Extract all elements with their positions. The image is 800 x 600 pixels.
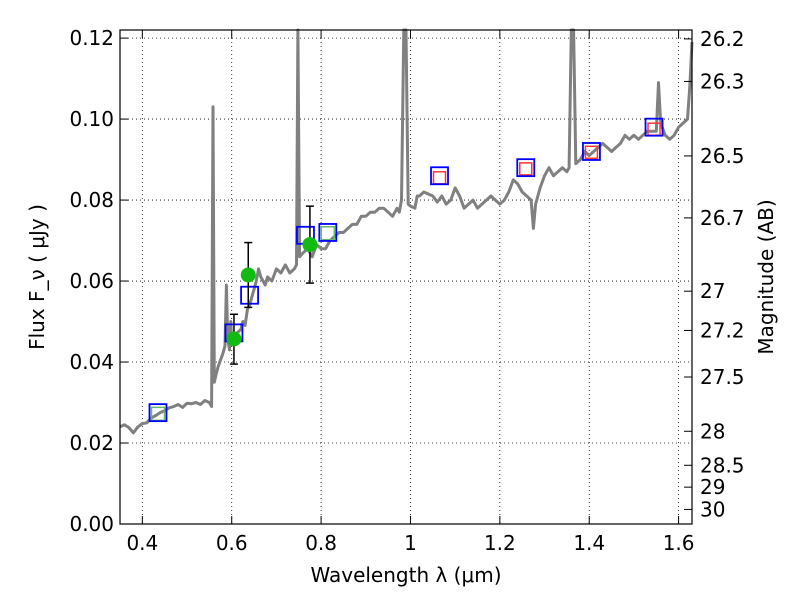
y-tick-label: 0.04 [69,350,114,374]
blue-square-marker [318,223,338,242]
y-tick-label: 0.02 [69,431,114,455]
x-tick-label: 0.8 [305,531,337,555]
red-square-marker [647,122,661,136]
right-tick-label: 26.5 [700,144,745,168]
spectrum-layer [119,28,694,435]
blue-square-marker [240,285,259,305]
green-data-point [226,331,242,347]
y-axis-label: Flux F_ν ( μJy ) [25,204,49,350]
x-tick-label: 1.4 [573,531,605,555]
red-square-marker [519,162,533,176]
green-square-marker [320,226,336,241]
blue-square-marker [644,117,664,137]
plot-frame [119,29,693,525]
right-y-axis-label: Magnitude (AB) [754,199,778,354]
right-tick-label: 27.5 [700,365,745,389]
right-tick-label: 30 [700,497,725,521]
x-tick-label: 1.6 [663,531,695,555]
right-tick-label: 28 [700,419,725,443]
y-tick-label: 0.06 [69,269,114,293]
right-tick-label: 28.5 [700,453,745,477]
right-tick-label: 29 [700,475,725,499]
y-tick-label: 0.08 [69,188,114,212]
green-data-point [302,237,318,253]
blue-square-marker [148,403,168,423]
x-tick-label: 0.6 [216,531,248,555]
blue-square-marker [516,158,536,178]
right-tick-label: 27.2 [700,318,745,342]
green-data-point [240,267,256,283]
red-square-marker [432,171,447,185]
red-square-marker [584,145,599,160]
right-tick-label: 26.3 [700,69,745,93]
x-tick-label: 1 [404,531,417,555]
x-tick-label: 0.4 [126,531,158,555]
marker-layer [148,117,664,423]
tick-layer: 0.4 0.6 0.8 1 1.2 1.4 1.6 0.00 0.02 0.04 0.06 0.08 0… [69,26,744,555]
x-axis-label: Wavelength λ (μm) [310,563,501,587]
right-tick-label: 26.2 [700,27,745,51]
right-tick-label: 26.7 [700,206,745,230]
y-tick-label: 0.10 [69,107,114,131]
x-tick-label: 1.2 [484,531,516,555]
right-tick-label: 27 [700,279,725,303]
y-tick-label: 0.12 [69,26,114,50]
spectrum-line [119,28,694,435]
blue-square-marker [430,166,449,186]
blue-square-marker [582,142,601,161]
y-tick-label: 0.00 [69,512,114,536]
